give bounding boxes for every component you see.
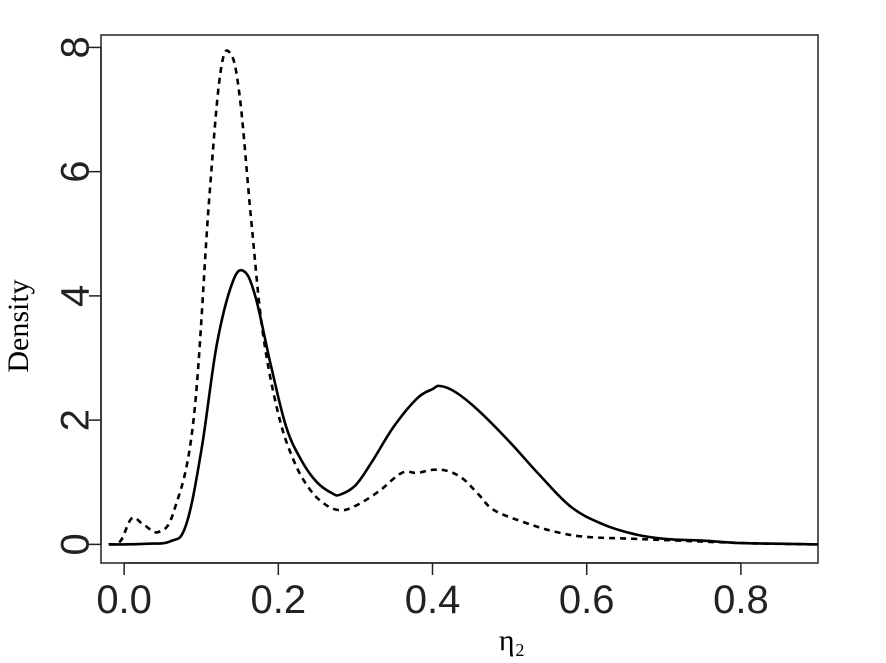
plot-frame bbox=[100, 34, 819, 564]
y-tick-label: 0 bbox=[54, 533, 98, 555]
x-tick-label: 0.4 bbox=[405, 578, 461, 622]
dashed-density-line bbox=[108, 49, 819, 546]
x-tick-label: 0.6 bbox=[559, 578, 615, 622]
y-axis: 0 2 4 6 8 bbox=[54, 36, 102, 555]
y-tick-label: 6 bbox=[54, 161, 98, 183]
x-tick-label: 0.0 bbox=[96, 578, 152, 622]
y-tick-label: 2 bbox=[54, 409, 98, 431]
y-axis-title: Density bbox=[2, 279, 35, 372]
y-tick-label: 4 bbox=[54, 285, 98, 307]
solid-density-line bbox=[108, 268, 819, 546]
y-tick-label: 8 bbox=[54, 36, 98, 58]
x-axis-title: η₂ bbox=[499, 624, 525, 657]
x-axis: 0.0 0.2 0.4 0.6 0.8 bbox=[96, 562, 769, 622]
x-tick-label: 0.2 bbox=[251, 578, 307, 622]
series-layer bbox=[108, 49, 819, 546]
x-tick-label: 0.8 bbox=[713, 578, 769, 622]
